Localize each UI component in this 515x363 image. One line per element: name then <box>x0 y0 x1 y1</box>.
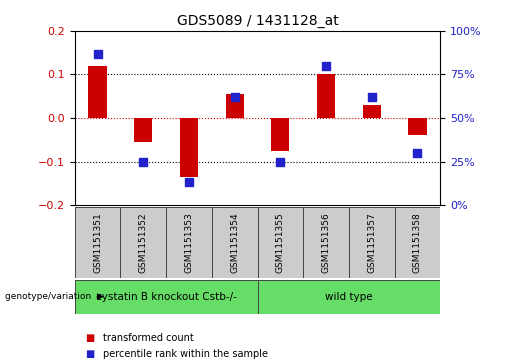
Bar <box>258 280 440 314</box>
Bar <box>75 207 121 278</box>
Bar <box>258 207 303 278</box>
Bar <box>121 207 166 278</box>
Bar <box>303 207 349 278</box>
Bar <box>134 118 152 142</box>
Point <box>231 94 239 100</box>
Bar <box>89 66 107 118</box>
Bar <box>349 207 394 278</box>
Text: percentile rank within the sample: percentile rank within the sample <box>103 349 268 359</box>
Text: GSM1151356: GSM1151356 <box>321 212 331 273</box>
Text: cystatin B knockout Cstb-/-: cystatin B knockout Cstb-/- <box>96 292 236 302</box>
Point <box>185 180 193 185</box>
Bar <box>363 105 381 118</box>
Text: GSM1151355: GSM1151355 <box>276 212 285 273</box>
Bar <box>166 207 212 278</box>
Bar <box>408 118 426 135</box>
Text: transformed count: transformed count <box>103 333 194 343</box>
Text: GSM1151357: GSM1151357 <box>367 212 376 273</box>
Text: GSM1151358: GSM1151358 <box>413 212 422 273</box>
Text: ■: ■ <box>85 333 94 343</box>
Bar <box>75 280 258 314</box>
Text: genotype/variation  ▶: genotype/variation ▶ <box>5 292 104 301</box>
Text: GSM1151353: GSM1151353 <box>184 212 194 273</box>
Point <box>139 159 147 164</box>
Title: GDS5089 / 1431128_at: GDS5089 / 1431128_at <box>177 15 338 28</box>
Bar <box>180 118 198 177</box>
Bar <box>212 207 258 278</box>
Bar <box>394 207 440 278</box>
Point <box>276 159 284 164</box>
Bar <box>226 94 244 118</box>
Text: GSM1151351: GSM1151351 <box>93 212 102 273</box>
Bar <box>271 118 289 151</box>
Text: wild type: wild type <box>325 292 373 302</box>
Text: GSM1151352: GSM1151352 <box>139 212 148 273</box>
Point <box>368 94 376 100</box>
Text: ■: ■ <box>85 349 94 359</box>
Text: GSM1151354: GSM1151354 <box>230 212 239 273</box>
Point <box>322 63 330 69</box>
Point <box>93 50 101 56</box>
Point <box>414 150 422 156</box>
Bar <box>317 74 335 118</box>
